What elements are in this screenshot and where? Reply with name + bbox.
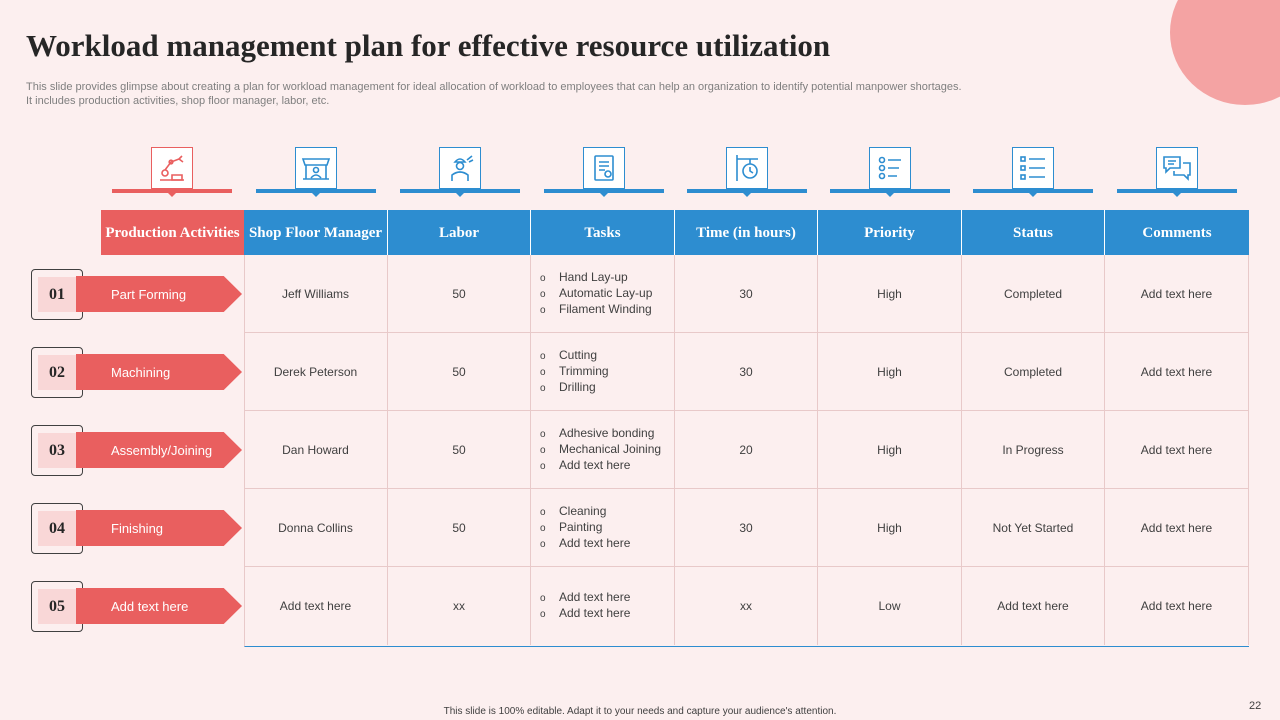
cell-labor: 50 — [388, 411, 531, 489]
row-activity-label: Part Forming — [76, 276, 242, 312]
row-number-box: 02 — [31, 347, 83, 398]
task-item: o Mechanical Joining — [540, 441, 662, 456]
cell-comments: Add text here — [1105, 411, 1249, 489]
icon-column-manager — [256, 147, 376, 197]
cell-priority: High — [818, 255, 962, 333]
header-comments: Comments — [1105, 210, 1249, 255]
cell-status: Completed — [962, 333, 1105, 411]
row-number-box: 01 — [31, 269, 83, 320]
task-item: o Add text here — [540, 457, 631, 472]
row-number: 03 — [38, 433, 76, 468]
cell-manager: Derek Peterson — [244, 333, 388, 411]
cell-manager: Jeff Williams — [244, 255, 388, 333]
row-activity-label: Assembly/Joining — [76, 432, 242, 468]
row-number: 02 — [38, 355, 76, 390]
task-item: o Automatic Lay-up — [540, 285, 653, 300]
cell-time: xx — [675, 567, 818, 645]
cell-comments: Add text here — [1105, 489, 1249, 567]
decorative-circle — [1170, 0, 1280, 105]
cell-tasks: o Add text here o Add text here — [531, 567, 675, 645]
header-labor: Labor — [388, 210, 531, 255]
row-number-box: 03 — [31, 425, 83, 476]
row-number: 01 — [38, 277, 76, 312]
cell-manager: Dan Howard — [244, 411, 388, 489]
cell-priority: High — [818, 411, 962, 489]
cell-labor: 50 — [388, 489, 531, 567]
icon-column-tasks — [544, 147, 664, 197]
cell-tasks: o Cutting o Trimming o Drilling — [531, 333, 675, 411]
cell-labor: 50 — [388, 333, 531, 411]
task-item: o Add text here — [540, 590, 631, 604]
header-priority: Priority — [818, 210, 962, 255]
worker-icon — [439, 147, 481, 189]
footer-note: This slide is 100% editable. Adapt it to… — [443, 706, 837, 717]
task-item: o Add text here — [540, 606, 631, 620]
cell-status: Completed — [962, 255, 1105, 333]
slide-subtitle: This slide provides glimpse about creati… — [26, 80, 1106, 108]
row-activity-label: Machining — [76, 354, 242, 390]
table-body — [244, 255, 1249, 647]
task-item: o Painting — [540, 519, 603, 534]
row-number-box: 04 — [31, 503, 83, 554]
clock-sign-icon — [726, 147, 768, 189]
row-activity-label: Add text here — [76, 588, 242, 624]
task-item: o Add text here — [540, 535, 631, 550]
task-document-icon — [583, 147, 625, 189]
icon-column-priority — [830, 147, 950, 197]
cell-status: In Progress — [962, 411, 1105, 489]
cell-time: 20 — [675, 411, 818, 489]
cell-time: 30 — [675, 333, 818, 411]
cell-priority: Low — [818, 567, 962, 645]
header-tasks: Tasks — [531, 210, 675, 255]
header-production-activities: Production Activities — [101, 210, 244, 255]
task-item: o Trimming — [540, 363, 609, 378]
cell-comments: Add text here — [1105, 567, 1249, 645]
status-checklist-icon — [1012, 147, 1054, 189]
cell-labor: 50 — [388, 255, 531, 333]
task-item: o Adhesive bonding — [540, 425, 655, 440]
slide-title: Workload management plan for effective r… — [26, 28, 831, 63]
icon-column-comments — [1117, 147, 1237, 197]
page-number: 22 — [1249, 700, 1262, 712]
cell-status: Not Yet Started — [962, 489, 1105, 567]
cell-status: Add text here — [962, 567, 1105, 645]
cell-manager: Donna Collins — [244, 489, 388, 567]
header-time: Time (in hours) — [675, 210, 818, 255]
subtitle-line-2: It includes production activities, shop … — [26, 95, 330, 107]
cell-priority: High — [818, 333, 962, 411]
priority-list-icon — [869, 147, 911, 189]
cell-labor: xx — [388, 567, 531, 645]
shop-stall-icon — [295, 147, 337, 189]
task-item: o Drilling — [540, 379, 596, 394]
row-number: 04 — [38, 511, 76, 546]
cell-comments: Add text here — [1105, 255, 1249, 333]
row-activity-label: Finishing — [76, 510, 242, 546]
icon-column-labor — [400, 147, 520, 197]
cell-comments: Add text here — [1105, 333, 1249, 411]
header-shop-floor-manager: Shop Floor Manager — [244, 210, 388, 255]
robotic-arm-icon — [151, 147, 193, 189]
chat-bubbles-icon — [1156, 147, 1198, 189]
cell-time: 30 — [675, 489, 818, 567]
task-item: o Cutting — [540, 347, 598, 362]
task-item: o Filament Winding — [540, 301, 652, 316]
subtitle-line-1: This slide provides glimpse about creati… — [26, 81, 962, 93]
icon-column-time — [687, 147, 807, 197]
row-number-box: 05 — [31, 581, 83, 632]
cell-tasks: o Hand Lay-up o Automatic Lay-up o Filament… — [531, 255, 675, 333]
icon-column-production — [112, 147, 232, 197]
row-number: 05 — [38, 589, 76, 624]
cell-priority: High — [818, 489, 962, 567]
cell-time: 30 — [675, 255, 818, 333]
header-status: Status — [962, 210, 1105, 255]
task-item: o Cleaning — [540, 503, 607, 518]
cell-manager: Add text here — [244, 567, 388, 645]
cell-tasks: o Cleaning o Painting o Add text here — [531, 489, 675, 567]
icon-column-status — [973, 147, 1093, 197]
task-item: o Hand Lay-up — [540, 269, 628, 284]
